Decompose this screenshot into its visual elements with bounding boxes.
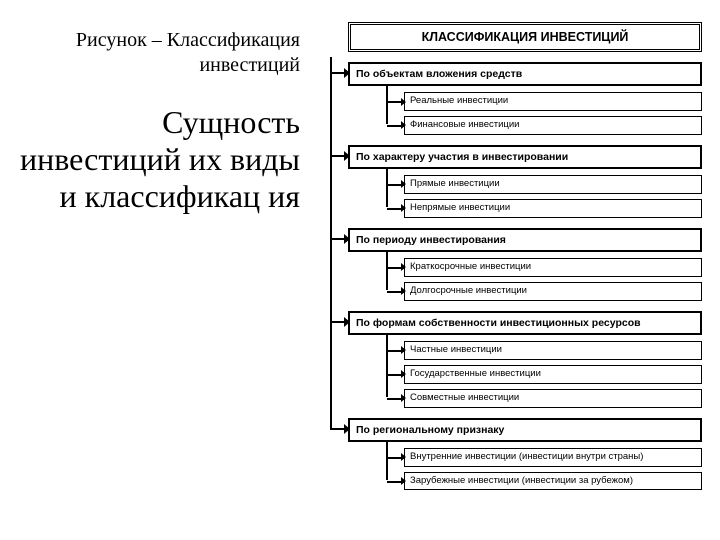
subcategory-item: Совместные инвестиции	[404, 389, 702, 408]
main-title: Сущность инвестиций их виды и классифика…	[20, 104, 300, 214]
arrow-icon	[401, 453, 406, 461]
sub-vertical-line	[386, 169, 388, 207]
category: По региональному признаку Внутренние инве…	[348, 418, 702, 491]
arrow-icon	[401, 287, 406, 295]
figure-caption: Рисунок – Классификация инвестиций	[20, 28, 300, 78]
sub-vertical-line	[386, 335, 388, 397]
category: По характеру участия в инвестировании Пря…	[348, 145, 702, 218]
sub-vertical-line	[386, 442, 388, 480]
arrow-icon	[344, 151, 350, 161]
arrow-icon	[401, 477, 406, 485]
subcategory-group: Прямые инвестиции Непрямые инвестиции	[404, 175, 702, 218]
arrow-icon	[344, 68, 350, 78]
classification-diagram: КЛАССИФИКАЦИЯ ИНВЕСТИЦИЙ По объектам вло…	[318, 22, 708, 495]
subcategory-item: Финансовые инвестиции	[404, 116, 702, 135]
subcategory-item: Государственные инвестиции	[404, 365, 702, 384]
subcategory-item: Прямые инвестиции	[404, 175, 702, 194]
arrow-icon	[401, 263, 406, 271]
category-label: По характеру участия в инвестировании	[348, 145, 702, 169]
subcategory-item: Реальные инвестиции	[404, 92, 702, 111]
arrow-icon	[401, 346, 406, 354]
left-text-block: Рисунок – Классификация инвестиций Сущно…	[20, 28, 300, 214]
category: По формам собственности инвестиционных р…	[348, 311, 702, 408]
arrow-icon	[401, 204, 406, 212]
subcategory-group: Краткосрочные инвестиции Долгосрочные инв…	[404, 258, 702, 301]
subcategory-group: Реальные инвестиции Финансовые инвестиции	[404, 92, 702, 135]
category-label: По региональному признаку	[348, 418, 702, 442]
arrow-icon	[401, 370, 406, 378]
arrow-icon	[401, 180, 406, 188]
sub-vertical-line	[386, 86, 388, 124]
subcategory-item: Непрямые инвестиции	[404, 199, 702, 218]
subcategory-item: Частные инвестиции	[404, 341, 702, 360]
diagram-root: КЛАССИФИКАЦИЯ ИНВЕСТИЦИЙ	[348, 22, 702, 52]
subcategory-item: Долгосрочные инвестиции	[404, 282, 702, 301]
category: По периоду инвестирования Краткосрочные и…	[348, 228, 702, 301]
arrow-icon	[344, 424, 350, 434]
subcategory-group: Частные инвестиции Государственные инвест…	[404, 341, 702, 408]
arrow-icon	[344, 234, 350, 244]
subcategory-group: Внутренние инвестиции (инвестиции внутри…	[404, 448, 702, 491]
subcategory-item: Краткосрочные инвестиции	[404, 258, 702, 277]
category: По объектам вложения средств Реальные инв…	[348, 62, 702, 135]
arrow-icon	[344, 317, 350, 327]
subcategory-item: Зарубежные инвестиции (инвестиции за руб…	[404, 472, 702, 491]
arrow-icon	[401, 394, 406, 402]
arrow-icon	[401, 98, 406, 106]
arrow-icon	[401, 121, 406, 129]
category-label: По периоду инвестирования	[348, 228, 702, 252]
main-vertical-line	[330, 57, 332, 430]
sub-vertical-line	[386, 252, 388, 290]
subcategory-item: Внутренние инвестиции (инвестиции внутри…	[404, 448, 702, 467]
category-label: По формам собственности инвестиционных р…	[348, 311, 702, 335]
category-label: По объектам вложения средств	[348, 62, 702, 86]
